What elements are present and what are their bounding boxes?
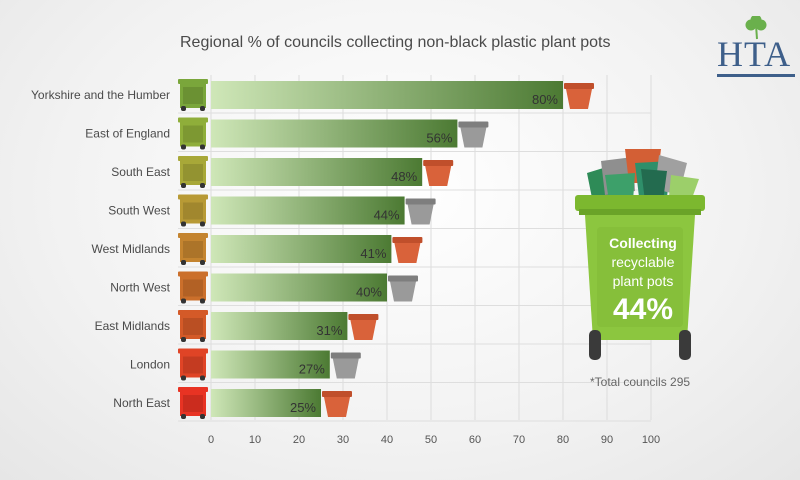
recycling-bin-graphic	[575, 135, 710, 365]
footnote: *Total councils 295	[590, 375, 691, 389]
logo-text: HTA	[717, 34, 792, 74]
value-label: 31%	[316, 323, 342, 338]
wheelie-bin-icon	[178, 194, 208, 227]
hta-logo: HTA	[715, 16, 795, 77]
category-label: South West	[108, 204, 170, 218]
wheelie-bin-icon	[178, 310, 208, 342]
bin-caption-line3: plant pots	[612, 273, 674, 289]
plant-pot-icon	[330, 352, 361, 379]
x-tick-label: 70	[513, 434, 525, 446]
overflowing-pots	[587, 149, 699, 203]
logo-underline	[717, 74, 795, 77]
value-label: 41%	[360, 246, 386, 261]
plant-pot-icon	[322, 391, 352, 417]
wheelie-bin-icon	[178, 117, 208, 150]
category-label: London	[130, 358, 170, 372]
bar	[211, 312, 348, 340]
x-tick-label: 60	[469, 434, 481, 446]
plant-pot-icon	[405, 198, 436, 225]
category-label: North East	[113, 396, 170, 410]
bar	[211, 350, 330, 379]
bar	[211, 273, 387, 302]
bar	[211, 119, 458, 148]
category-label: East of England	[85, 127, 170, 141]
bar	[211, 196, 405, 225]
x-tick-label: 30	[337, 434, 349, 446]
bin-percentage: 44%	[612, 293, 674, 326]
x-tick-label: 0	[208, 434, 214, 446]
plant-pot-icon	[348, 314, 379, 340]
bar	[211, 158, 423, 186]
bar	[211, 389, 321, 417]
x-tick-label: 50	[425, 434, 437, 446]
value-label: 56%	[426, 131, 452, 146]
value-label: 25%	[290, 400, 316, 415]
shamrock-icon	[745, 16, 767, 40]
wheelie-bin-icon	[178, 79, 208, 111]
category-label: South East	[111, 165, 170, 179]
plant-pot-icon	[564, 83, 594, 109]
wheelie-bin-icon	[178, 233, 208, 265]
bin-caption-line2: recyclable	[611, 254, 675, 270]
value-label: 44%	[374, 208, 400, 223]
value-label: 48%	[391, 169, 417, 184]
category-label: North West	[110, 281, 170, 295]
category-label: West Midlands	[92, 242, 170, 256]
chart-title: Regional % of councils collecting non-bl…	[180, 34, 611, 51]
plant-pot-icon	[458, 121, 489, 148]
value-label: 40%	[356, 285, 382, 300]
value-label: 80%	[532, 92, 558, 107]
x-tick-label: 20	[293, 434, 305, 446]
bar	[211, 235, 392, 263]
bin-caption-line1: Collecting	[609, 235, 677, 251]
bar	[211, 81, 563, 109]
plant-pot-icon	[423, 160, 454, 186]
category-label: East Midlands	[95, 319, 170, 333]
x-tick-label: 40	[381, 434, 393, 446]
bin-caption: Collecting recyclable plant pots 44%	[588, 234, 698, 327]
wheelie-bin-icon	[178, 348, 208, 381]
category-label: Yorkshire and the Humber	[31, 88, 170, 102]
x-tick-label: 80	[557, 434, 569, 446]
plant-pot-icon	[392, 237, 423, 263]
x-tick-label: 10	[249, 434, 261, 446]
wheelie-bin-icon	[178, 387, 208, 419]
plant-pot-icon	[388, 275, 418, 302]
wheelie-bin-icon	[178, 156, 208, 188]
wheelie-bin-icon	[178, 271, 208, 304]
x-tick-label: 90	[601, 434, 613, 446]
value-label: 27%	[299, 362, 325, 377]
x-tick-label: 100	[642, 434, 660, 446]
